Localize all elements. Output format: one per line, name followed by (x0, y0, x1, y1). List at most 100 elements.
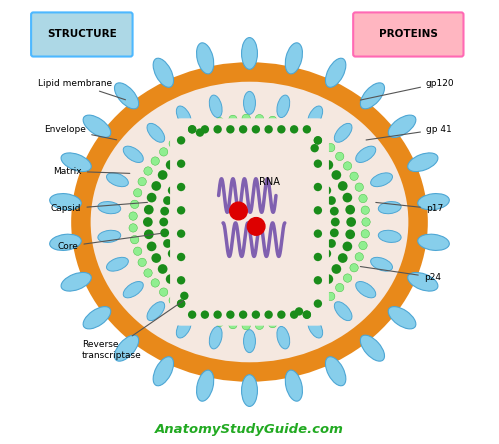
Circle shape (166, 274, 176, 284)
Circle shape (361, 206, 369, 214)
Circle shape (134, 247, 142, 255)
Circle shape (160, 148, 168, 156)
Ellipse shape (360, 83, 385, 109)
Circle shape (322, 249, 331, 258)
Circle shape (316, 136, 325, 144)
Circle shape (159, 218, 168, 226)
Ellipse shape (325, 357, 346, 386)
Circle shape (350, 172, 358, 180)
Circle shape (298, 274, 307, 283)
Circle shape (350, 264, 358, 272)
Circle shape (291, 297, 301, 307)
Text: Lipid membrane: Lipid membrane (38, 79, 126, 100)
Circle shape (314, 283, 324, 293)
Circle shape (180, 292, 189, 300)
Circle shape (305, 307, 314, 315)
Circle shape (216, 118, 224, 126)
Circle shape (198, 137, 208, 147)
Circle shape (144, 205, 154, 214)
Circle shape (362, 218, 370, 226)
Circle shape (191, 126, 199, 135)
Circle shape (160, 229, 169, 237)
Circle shape (177, 159, 185, 168)
Circle shape (239, 310, 248, 319)
Circle shape (323, 274, 333, 284)
Circle shape (188, 125, 196, 134)
Circle shape (323, 160, 333, 170)
Ellipse shape (308, 317, 323, 338)
Circle shape (224, 306, 234, 315)
Circle shape (331, 264, 341, 274)
Circle shape (268, 319, 277, 328)
Ellipse shape (378, 230, 401, 242)
Circle shape (281, 119, 290, 127)
Text: Matrix: Matrix (53, 167, 130, 176)
Ellipse shape (176, 317, 191, 338)
Circle shape (264, 289, 273, 297)
Ellipse shape (378, 202, 401, 214)
Circle shape (229, 115, 237, 123)
Ellipse shape (242, 375, 257, 406)
Ellipse shape (285, 43, 302, 74)
Circle shape (322, 186, 331, 195)
Ellipse shape (418, 194, 449, 210)
Circle shape (326, 292, 335, 301)
Ellipse shape (156, 139, 343, 305)
Circle shape (314, 253, 322, 261)
Ellipse shape (98, 202, 121, 214)
Circle shape (211, 302, 221, 312)
Text: Capsid: Capsid (51, 202, 148, 213)
Ellipse shape (98, 230, 121, 242)
Ellipse shape (123, 146, 143, 163)
Ellipse shape (61, 153, 91, 171)
Circle shape (264, 125, 273, 134)
Ellipse shape (123, 281, 143, 298)
Circle shape (303, 125, 311, 134)
Circle shape (192, 274, 201, 283)
Ellipse shape (50, 194, 81, 210)
Circle shape (310, 144, 319, 152)
Circle shape (211, 132, 221, 142)
Circle shape (288, 281, 297, 289)
Circle shape (278, 132, 288, 142)
Circle shape (303, 291, 313, 301)
Ellipse shape (197, 43, 214, 74)
Ellipse shape (356, 146, 376, 163)
Ellipse shape (81, 72, 418, 372)
Circle shape (338, 253, 348, 263)
Circle shape (251, 125, 260, 134)
Circle shape (214, 310, 222, 319)
Circle shape (288, 155, 297, 163)
Circle shape (216, 318, 224, 326)
Circle shape (314, 136, 322, 145)
Circle shape (144, 230, 154, 239)
Circle shape (177, 206, 185, 214)
Circle shape (138, 178, 146, 186)
Ellipse shape (114, 83, 139, 109)
Ellipse shape (106, 173, 128, 186)
Circle shape (330, 207, 339, 215)
Circle shape (316, 258, 325, 267)
Circle shape (294, 312, 302, 321)
Circle shape (290, 310, 298, 319)
Circle shape (203, 121, 212, 130)
Circle shape (192, 161, 201, 170)
Circle shape (166, 160, 176, 170)
Text: p24: p24 (360, 266, 441, 281)
Ellipse shape (209, 326, 222, 349)
Circle shape (160, 288, 168, 296)
Circle shape (175, 283, 185, 293)
Circle shape (338, 181, 348, 191)
Circle shape (316, 300, 325, 308)
Circle shape (330, 229, 339, 237)
Ellipse shape (147, 302, 165, 321)
Circle shape (163, 196, 172, 205)
Circle shape (151, 279, 159, 287)
Circle shape (314, 136, 322, 145)
Circle shape (229, 321, 237, 329)
Ellipse shape (285, 370, 302, 401)
Circle shape (188, 310, 196, 319)
Circle shape (143, 217, 153, 227)
Circle shape (188, 125, 196, 134)
Circle shape (359, 194, 367, 203)
